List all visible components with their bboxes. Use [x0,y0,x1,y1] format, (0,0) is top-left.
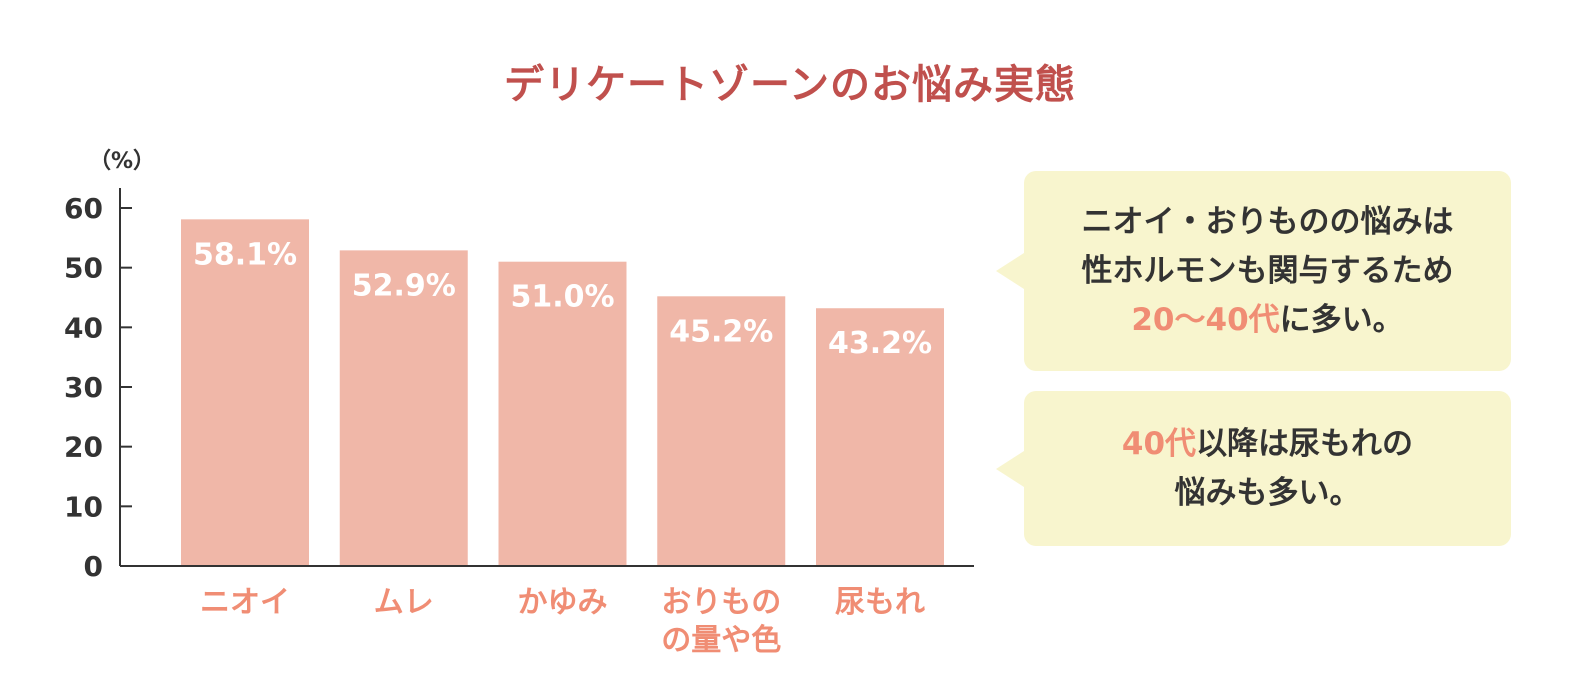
category-label-3-1: の量や色 [661,623,781,658]
y-unit-label: （%） [89,149,155,174]
y-tick-label-30: 30 [64,371,103,404]
callout-incontinence-line2: 悩みも多い。 [1174,474,1361,511]
bar-0 [181,219,309,566]
callout-hormones-highlight: 20～40代 [1131,301,1280,338]
category-label-1: ムレ [374,585,434,620]
bar-2 [498,261,627,566]
data-label-2: 51.0% [510,280,614,315]
callout-incontinence-highlight: 40代 [1121,425,1197,462]
data-label-4: 43.2% [828,326,932,361]
data-label-3: 45.2% [669,314,773,349]
y-tick-label-0: 0 [84,550,103,583]
callout-incontinence-text: 40代以降は尿もれの 悩みも多い。 [1122,420,1413,518]
y-tick-label-10: 10 [64,490,103,523]
callout-hormones-line2: 性ホルモンも関与するため [1081,252,1454,289]
category-label-2: かゆみ [518,585,608,620]
bar-3 [657,296,786,566]
y-tick-label-20: 20 [64,431,103,464]
y-tick-label-40: 40 [64,311,103,344]
data-label-1: 52.9% [352,268,456,303]
bar-4 [816,308,944,566]
data-label-0: 58.1% [193,237,297,272]
category-label-3-0: おりもの [661,585,781,620]
callout-hormones-line1: ニオイ・おりものの悩みは [1081,203,1454,240]
callout-incontinence: 40代以降は尿もれの 悩みも多い。 [996,391,1511,546]
bar-chart: （%） 58.1% 52.9% 51.0% 45.2% 43.2% 0 10 20 30 40 50 6… [64,149,974,658]
category-label-0: ニオイ [200,585,290,620]
callout-hormones-text: ニオイ・おりものの悩みは 性ホルモンも関与するため 20～40代に多い。 [1082,198,1454,345]
callout-hormones-rest: に多い。 [1279,301,1404,338]
bar-1 [339,250,468,566]
category-label-4: 尿もれ [835,585,925,620]
y-tick-label-60: 60 [64,192,103,225]
callout-hormones: ニオイ・おりものの悩みは 性ホルモンも関与するため 20～40代に多い。 [996,171,1511,371]
callout-incontinence-rest: 以降は尿もれの [1196,425,1414,462]
y-tick-label-50: 50 [64,252,103,285]
chart-title: デリケートゾーンのお悩み実態 [504,62,1076,108]
